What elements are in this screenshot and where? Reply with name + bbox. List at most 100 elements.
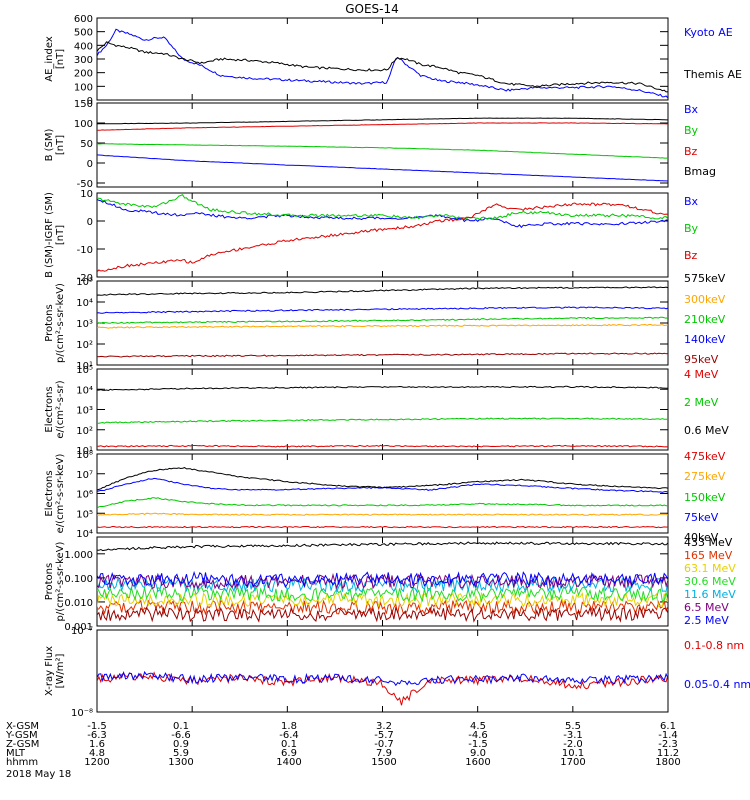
legend-label: Kyoto AE <box>684 26 733 39</box>
footer-value: -6.3 <box>87 730 107 741</box>
y-tick-label: 500 <box>74 28 93 39</box>
series-line <box>97 194 668 221</box>
y-tick-label: 1.000 <box>64 550 93 561</box>
y-axis-label: [nT] <box>55 49 66 69</box>
series-line <box>97 286 668 296</box>
panel-frame <box>96 453 669 534</box>
footer-value: 1600 <box>465 757 490 768</box>
y-axis-label: Electrons <box>44 470 55 516</box>
y-tick-label: 10⁴ <box>76 529 93 540</box>
y-axis-label: p/(cm²-s-sr-keV) <box>55 283 66 363</box>
footer-value: 1.8 <box>281 721 297 732</box>
footer-value: -1.5 <box>468 739 488 750</box>
series-line <box>97 385 668 392</box>
y-tick-label: -50 <box>77 179 93 190</box>
panel-frame <box>96 368 669 451</box>
legend-label: 6.5 MeV <box>684 601 729 614</box>
footer-value: 0.1 <box>173 721 189 732</box>
y-tick-label: 0 <box>87 159 93 170</box>
y-tick-label: 10⁶ <box>76 490 93 501</box>
y-tick-label: 10 <box>80 189 93 200</box>
y-tick-label: 10³ <box>76 406 93 417</box>
footer-value: 11.2 <box>657 748 679 759</box>
footer-value: 9.0 <box>470 748 486 759</box>
footer-value: 0.1 <box>281 739 297 750</box>
series-line <box>97 202 668 273</box>
legend-label: 2 MeV <box>684 396 719 409</box>
legend-label: 433 MeV <box>684 536 733 549</box>
y-tick-label: 10¹ <box>76 446 93 457</box>
legend-label: 475keV <box>684 450 726 463</box>
y-tick-label: 150 <box>74 99 93 110</box>
y-tick-label: 300 <box>74 55 93 66</box>
y-tick-label: 10⁴ <box>76 385 93 396</box>
series-line <box>97 467 668 491</box>
series-line <box>97 316 668 324</box>
y-tick-label: 10⁵ <box>76 277 93 288</box>
y-tick-label: 100 <box>74 119 93 130</box>
footer-value: -6.4 <box>279 730 299 741</box>
legend-label: 150keV <box>684 491 726 504</box>
series-line <box>97 572 668 590</box>
y-tick-label: 10¹ <box>76 361 93 372</box>
y-tick-label: -10 <box>77 245 93 256</box>
footer-value: 1300 <box>168 757 193 768</box>
footer-value: 10.1 <box>562 748 584 759</box>
footer: X-GSM -1.5 0.1 1.8 3.2 4.5 5.5 6.1 Y-GSM -6.3 -6.6… <box>5 721 681 780</box>
series-line <box>97 28 668 99</box>
y-axis-label: [nT] <box>55 225 66 245</box>
footer-value: 5.5 <box>565 721 581 732</box>
y-axis-label: [W/m²] <box>55 653 66 688</box>
legend-label: 140keV <box>684 333 726 346</box>
y-tick-label: 50 <box>80 139 93 150</box>
y-tick-label: 10⁻⁷ <box>71 626 93 637</box>
footer-value: -1.4 <box>658 730 678 741</box>
legend-label: 0.6 MeV <box>684 424 729 437</box>
y-tick-label: 10⁸ <box>76 450 93 461</box>
y-axis-label: p/(cm²-s-sr-keV) <box>55 541 66 621</box>
panel-7: 10⁻⁸ 10⁻⁷ X-ray Flux [W/m²] 0.1-0.8 nm 0.05-0… <box>44 626 750 719</box>
legend-label: Bz <box>684 145 698 158</box>
panel-1: -50 0 50 100 150 B (SM) [nT] Bx By Bz Bmag <box>44 99 716 190</box>
series-line <box>97 497 668 509</box>
series-line <box>97 198 668 229</box>
legend-label: 0.05-0.4 nm <box>684 678 750 691</box>
series-line <box>97 512 668 516</box>
footer-row-label: X-GSM <box>6 721 39 732</box>
footer-value: -4.6 <box>468 730 488 741</box>
legend-label: 2.5 MeV <box>684 614 729 627</box>
footer-value: -2.0 <box>563 739 583 750</box>
legend-label: 75keV <box>684 511 719 524</box>
y-tick-label: 10³ <box>76 319 93 330</box>
footer-row-label: hhmm <box>6 757 38 768</box>
footer-value: 1.6 <box>89 739 105 750</box>
series-line <box>97 670 668 687</box>
y-tick-label: 10² <box>76 340 93 351</box>
series-line <box>97 306 668 314</box>
y-axis-label: B (SM)-IGRF (SM) <box>44 192 55 278</box>
series-line <box>97 117 668 125</box>
legend-label: Bx <box>684 103 699 116</box>
footer-value: -3.1 <box>563 730 583 741</box>
panel-3: 10¹ 10² 10³ 10⁴ 10⁵ Protons p/(cm²-s-sr-keV) 57… <box>44 272 726 372</box>
footer-value: 1400 <box>276 757 301 768</box>
footer-value: 4.8 <box>89 748 105 759</box>
footer-value: 0.9 <box>173 739 189 750</box>
legend-label: 63.1 MeV <box>684 562 736 575</box>
series-line <box>97 525 668 529</box>
panel-2: -20 -10 0 10 B (SM)-IGRF (SM) [nT] Bx By Bz <box>44 189 699 284</box>
footer-date: 2018 May 18 <box>6 769 71 780</box>
series-line <box>97 585 668 603</box>
footer-value: 1700 <box>560 757 585 768</box>
legend-label: 40keV <box>684 531 719 544</box>
y-axis-label: Electrons <box>44 386 55 432</box>
series-line <box>97 143 668 159</box>
y-tick-label: 0 <box>87 217 93 228</box>
y-tick-label: 10² <box>76 426 93 437</box>
series-line <box>97 154 668 182</box>
y-tick-label: 0.001 <box>64 622 93 633</box>
y-tick-label: 10⁵ <box>76 509 93 520</box>
y-axis-label: X-ray Flux <box>44 646 55 696</box>
